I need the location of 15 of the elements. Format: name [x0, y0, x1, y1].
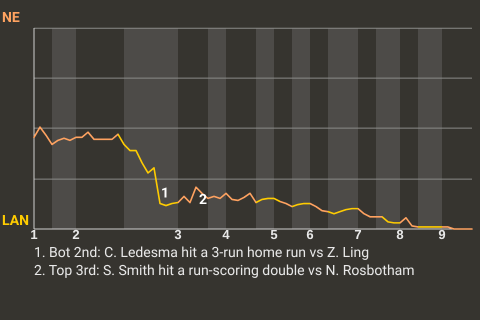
- x-tick-label: 4: [222, 227, 230, 242]
- text: 2. Top 3rd: S. Smith hit a run-scoring double vs N. Rosbotham: [34, 263, 415, 279]
- annotation: 2: [199, 192, 208, 208]
- x-tick-label: 3: [174, 227, 182, 242]
- text: NE: [2, 10, 20, 26]
- text: 1. Bot 2nd: C. Ledesma hit a 3-run home run vs Z. Ling: [34, 245, 370, 261]
- x-tick-label: 1: [30, 227, 38, 242]
- x-tick-label: 8: [396, 227, 404, 242]
- x-tick-label: 6: [306, 227, 314, 242]
- text: LAN: [2, 213, 29, 229]
- annotation: 1: [161, 186, 170, 202]
- x-tick-label: 7: [354, 227, 362, 242]
- x-tick-label: 2: [72, 227, 80, 242]
- x-tick-label: 9: [438, 227, 446, 242]
- x-tick-label: 5: [270, 227, 278, 242]
